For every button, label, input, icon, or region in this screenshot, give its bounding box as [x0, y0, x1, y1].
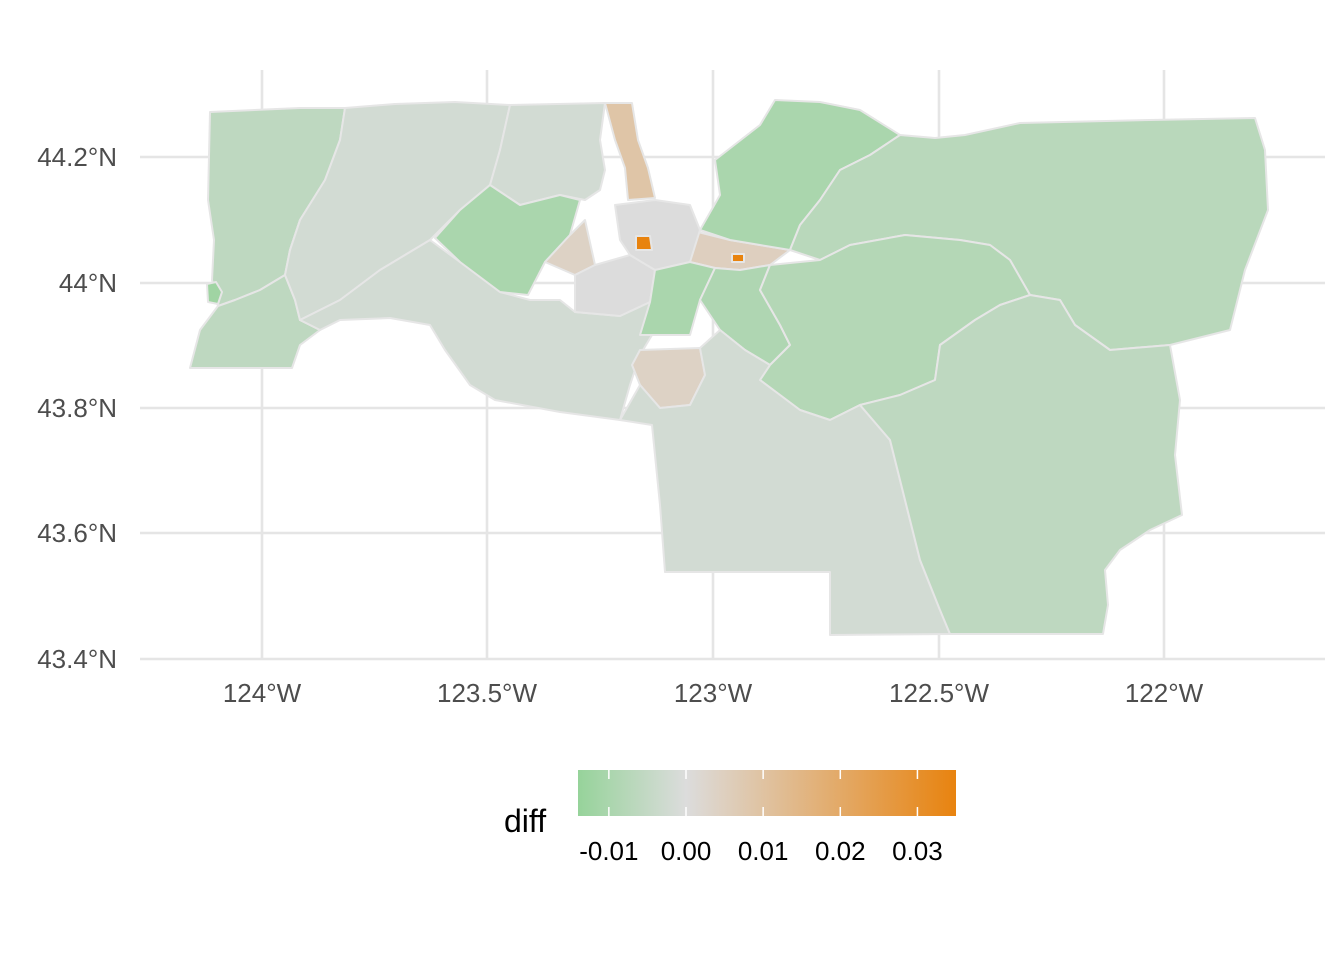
- y-tick-label: 44.2°N: [37, 142, 117, 172]
- legend-colorbar: [578, 770, 956, 816]
- region-south-center: [619, 329, 951, 636]
- region-sw-hills: [544, 219, 596, 276]
- map-regions: [189, 99, 1269, 636]
- legend-tick-label: 0.01: [738, 836, 789, 866]
- legend-tick-label: -0.01: [579, 836, 638, 866]
- axis-tick-labels: 124°W 123.5°W 123°W 122.5°W 122°W 43.4°N 43.6°…: [37, 142, 1203, 708]
- x-tick-label: 124°W: [223, 678, 302, 708]
- y-tick-label: 44°N: [59, 268, 117, 298]
- legend-ticks: -0.01 0.00 0.01 0.02 0.03: [579, 770, 943, 866]
- region-coast-inlet: [206, 281, 223, 305]
- region-north-central: [489, 102, 606, 206]
- legend-tick-label: 0.00: [661, 836, 712, 866]
- x-tick-label: 122°W: [1125, 678, 1204, 708]
- y-tick-label: 43.8°N: [37, 393, 117, 423]
- region-urban-hotspot: [635, 235, 653, 251]
- legend-title: diff: [504, 803, 546, 839]
- x-tick-label: 122.5°W: [889, 678, 989, 708]
- region-pleasant-hill: [639, 261, 716, 336]
- x-tick-label: 123°W: [674, 678, 753, 708]
- x-tick-label: 123.5°W: [437, 678, 537, 708]
- legend-tick-label: 0.03: [892, 836, 943, 866]
- y-tick-label: 43.6°N: [37, 518, 117, 548]
- legend: diff -0.01 0.00 0.01 0.02 0.03: [504, 770, 956, 866]
- region-fern-ridge: [434, 184, 581, 296]
- y-tick-label: 43.4°N: [37, 644, 117, 674]
- region-southeast-forest: [859, 294, 1183, 635]
- region-coburg-strip: [604, 102, 656, 201]
- region-east-hotspot: [731, 253, 745, 263]
- legend-tick-label: 0.02: [815, 836, 866, 866]
